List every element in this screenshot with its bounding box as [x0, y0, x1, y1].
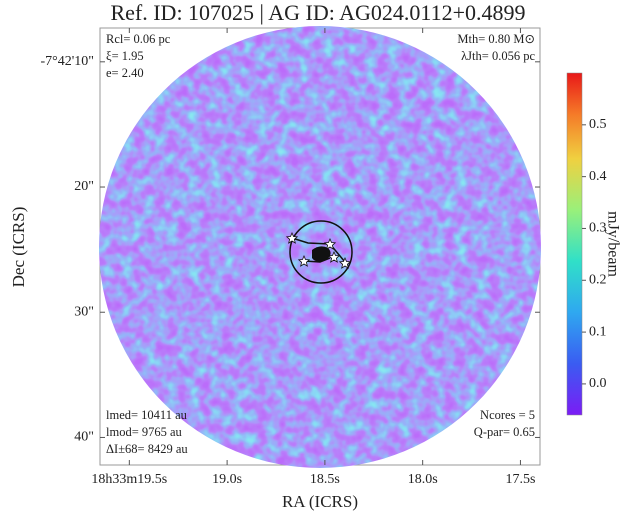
- x-tick-label: 18.0s: [408, 472, 438, 487]
- annotation: ξ= 1.95: [106, 49, 144, 63]
- colorbar-tick-label: 0.5: [589, 117, 607, 132]
- annotation: λJth= 0.056 pc: [461, 49, 535, 63]
- y-tick-label: 30": [74, 304, 94, 319]
- colorbar: [566, 72, 583, 416]
- y-tick-label: 40": [74, 430, 94, 445]
- core-blob: [312, 246, 331, 262]
- x-tick-label: 17.5s: [505, 472, 535, 487]
- annotation: lmod= 9765 au: [106, 425, 183, 439]
- annotation: ΔI±68= 8429 au: [106, 442, 188, 456]
- core-structure: [285, 220, 353, 284]
- annotation: e= 2.40: [106, 66, 144, 80]
- y-axis-label: Dec (ICRS): [9, 207, 28, 288]
- colorbar-tick-label: 0.1: [589, 324, 607, 339]
- annotation: Ncores = 5: [480, 408, 535, 422]
- annotation: Rcl= 0.06 pc: [106, 32, 171, 46]
- core-stars: [285, 231, 352, 269]
- x-tick-label: 19.0s: [212, 472, 242, 487]
- x-tick-label: 18.5s: [310, 472, 340, 487]
- x-tick-label: 18h33m19.5s: [91, 472, 167, 487]
- annotation: Mth= 0.80 M⊙: [457, 32, 535, 46]
- beam-circle: [289, 220, 353, 284]
- x-axis-label: RA (ICRS): [282, 492, 358, 511]
- annotation: lmed= 10411 au: [106, 408, 188, 422]
- chart-title: Ref. ID: 107025 | AG ID: AG024.0112+0.48…: [110, 0, 525, 25]
- colorbar-tick-label: 0.2: [589, 272, 607, 287]
- colorbar-tick-label: 0.0: [589, 376, 607, 391]
- colorbar-tick-label: 0.3: [589, 221, 607, 236]
- colorbar-label: mJy/beam: [604, 211, 621, 277]
- colorbar-tick-label: 0.4: [589, 169, 607, 184]
- annotation: Q-par= 0.65: [474, 425, 535, 439]
- y-tick-label: -7°42'10": [41, 54, 95, 69]
- y-tick-label: 20": [74, 179, 94, 194]
